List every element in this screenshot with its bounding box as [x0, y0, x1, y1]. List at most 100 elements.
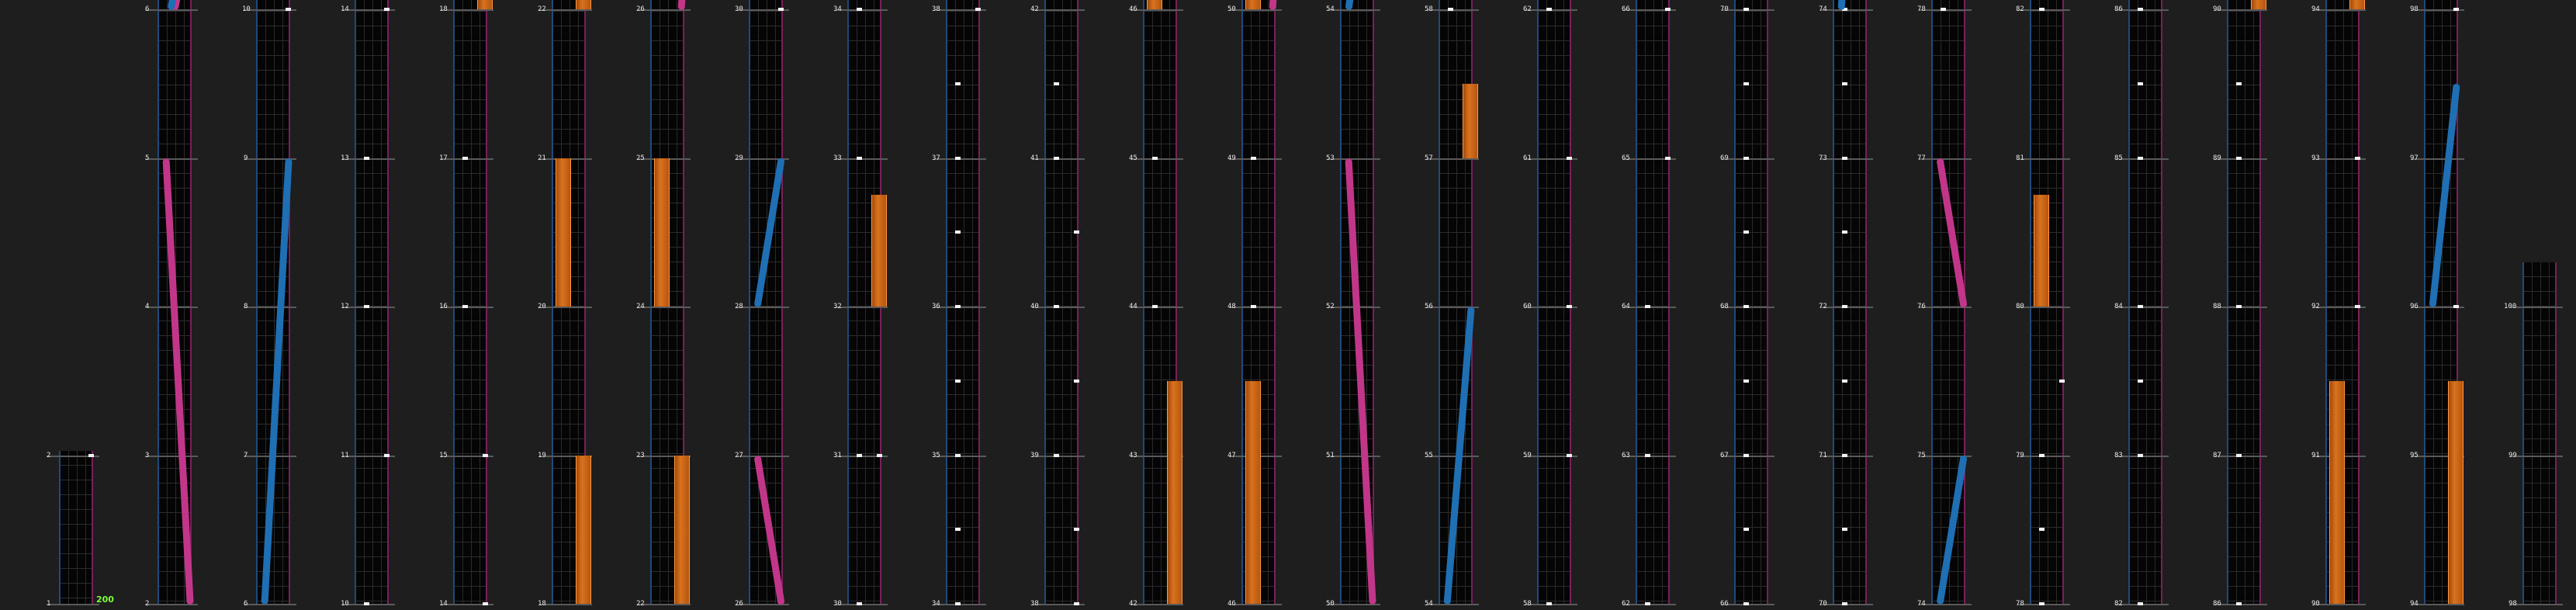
chart-tap-note — [2039, 453, 2045, 457]
chart-tap-note — [1842, 379, 1847, 383]
chart-track-column — [1143, 0, 1177, 604]
chart-measure-label: 53 — [1326, 154, 1335, 162]
chart-measure-label: 47 — [1227, 451, 1236, 459]
chart-measure-line — [736, 307, 789, 308]
chart-measure-line — [1032, 9, 1085, 11]
chart-tap-note — [1074, 528, 1079, 532]
chart-measure-label: 30 — [833, 600, 842, 608]
chart-measure-label: 96 — [2410, 303, 2418, 310]
chart-measure-label: 94 — [2410, 600, 2418, 608]
chart-measure-line — [2313, 9, 2366, 11]
chart-tap-note — [955, 602, 961, 605]
chart-measure-label: 41 — [1030, 154, 1039, 162]
chart-tap-note — [1743, 81, 1749, 85]
chart-measure-line — [736, 455, 789, 457]
chart-track-column — [1537, 0, 1571, 604]
chart-measure-label: 23 — [636, 451, 645, 459]
chart-hold-note — [2329, 380, 2345, 604]
chart-tap-note — [2138, 8, 2143, 11]
chart-tap-note — [955, 156, 961, 160]
chart-tap-note — [877, 453, 882, 457]
chart-tap-note — [1074, 230, 1079, 234]
chart-measure-label: 50 — [1326, 600, 1335, 608]
chart-measure-label: 24 — [636, 303, 645, 310]
chart-tap-note — [2138, 602, 2143, 605]
chart-measure-label: 46 — [1129, 5, 1137, 13]
chart-tap-note — [2236, 81, 2242, 85]
chart-measure-label: 14 — [439, 600, 448, 608]
chart-measure-line — [1525, 307, 1577, 308]
chart-measure-label: 54 — [1425, 600, 1433, 608]
chart-tap-note — [1842, 230, 1847, 234]
chart-measure-line — [1426, 604, 1479, 605]
chart-tap-note — [2236, 602, 2242, 605]
chart-measure-line — [244, 9, 296, 11]
chart-tap-note — [1054, 305, 1059, 308]
chart-measure-label: 88 — [2213, 303, 2221, 310]
chart-measure-line — [1623, 9, 1676, 11]
chart-measure-label: 63 — [1622, 451, 1630, 459]
chart-measure-line — [1919, 307, 1972, 308]
chart-measure-label: 34 — [833, 5, 842, 13]
chart-tap-note — [1743, 305, 1749, 308]
chart-measure-label: 98 — [2410, 5, 2418, 13]
chart-measure-label: 85 — [2114, 154, 2123, 162]
chart-measure-line — [1328, 455, 1380, 457]
chart-measure-label: 25 — [636, 154, 645, 162]
chart-measure-label: 99 — [2508, 451, 2517, 459]
chart-tap-note — [955, 230, 961, 234]
chart-tap-note — [286, 8, 291, 11]
chart-measure-line — [2510, 604, 2563, 605]
chart-measure-line — [2412, 604, 2464, 605]
chart-tap-note — [2453, 305, 2459, 308]
chart-measure-line — [1525, 455, 1577, 457]
chart-tap-note — [1546, 602, 1552, 605]
chart-tap-note — [1054, 156, 1059, 160]
chart-measure-label: 60 — [1523, 303, 1532, 310]
chart-measure-label: 83 — [2114, 451, 2123, 459]
chart-measure-line — [1130, 455, 1183, 457]
chart-tap-note — [1665, 156, 1671, 160]
chart-measure-line — [736, 9, 789, 11]
chart-measure-label: 70 — [1720, 5, 1729, 13]
chart-measure-line — [2214, 9, 2267, 11]
chart-measure-line — [1525, 158, 1577, 160]
chart-measure-label: 55 — [1425, 451, 1433, 459]
combo-counter: 200 — [96, 594, 114, 605]
chart-measure-label: 35 — [932, 451, 940, 459]
chart-tap-note — [2236, 305, 2242, 308]
chart-tap-note — [2355, 305, 2360, 308]
chart-measure-label: 56 — [1425, 303, 1433, 310]
chart-tap-note — [1074, 379, 1079, 383]
chart-tap-note — [1743, 453, 1749, 457]
chart-measure-label: 64 — [1622, 303, 1630, 310]
chart-measure-label: 36 — [932, 303, 940, 310]
chart-measure-label: 61 — [1523, 154, 1532, 162]
chart-measure-line — [539, 455, 592, 457]
chart-tap-note — [975, 8, 981, 11]
chart-measure-label: 29 — [735, 154, 743, 162]
chart-measure-label: 43 — [1129, 451, 1137, 459]
chart-measure-line — [145, 9, 198, 11]
chart-tap-note — [1567, 453, 1572, 457]
chart-tap-note — [2236, 156, 2242, 160]
chart-measure-line — [1919, 455, 1972, 457]
chart-measure-label: 77 — [1917, 154, 1926, 162]
chart-slide-note — [677, 0, 687, 10]
chart-measure-label: 32 — [833, 303, 842, 310]
chart-track-column — [355, 0, 389, 604]
chart-measure-label: 6 — [145, 5, 150, 13]
chart-measure-label: 98 — [2508, 600, 2517, 608]
chart-measure-line — [638, 455, 691, 457]
chart-measure-line — [2313, 604, 2366, 605]
chart-measure-label: 59 — [1523, 451, 1532, 459]
chart-measure-label: 10 — [341, 600, 349, 608]
chart-track-column — [946, 0, 980, 604]
chart-hold-note — [674, 455, 690, 604]
chart-measure-line — [244, 158, 296, 160]
chart-tap-note — [857, 156, 862, 160]
chart-tap-note — [2059, 379, 2065, 383]
chart-measure-line — [244, 604, 296, 605]
chart-measure-label: 46 — [1227, 600, 1236, 608]
